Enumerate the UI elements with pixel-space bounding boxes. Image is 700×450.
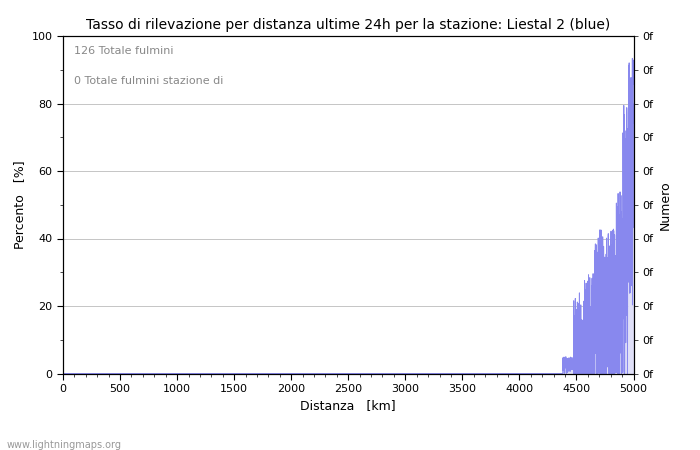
Text: 126 Totale fulmini: 126 Totale fulmini xyxy=(74,46,174,56)
X-axis label: Distanza   [km]: Distanza [km] xyxy=(300,400,396,413)
Y-axis label: Numero: Numero xyxy=(659,180,672,230)
Text: 0 Totale fulmini stazione di: 0 Totale fulmini stazione di xyxy=(74,76,224,86)
Text: www.lightningmaps.org: www.lightningmaps.org xyxy=(7,440,122,450)
Title: Tasso di rilevazione per distanza ultime 24h per la stazione: Liestal 2 (blue): Tasso di rilevazione per distanza ultime… xyxy=(86,18,610,32)
Y-axis label: Percento   [%]: Percento [%] xyxy=(13,161,26,249)
